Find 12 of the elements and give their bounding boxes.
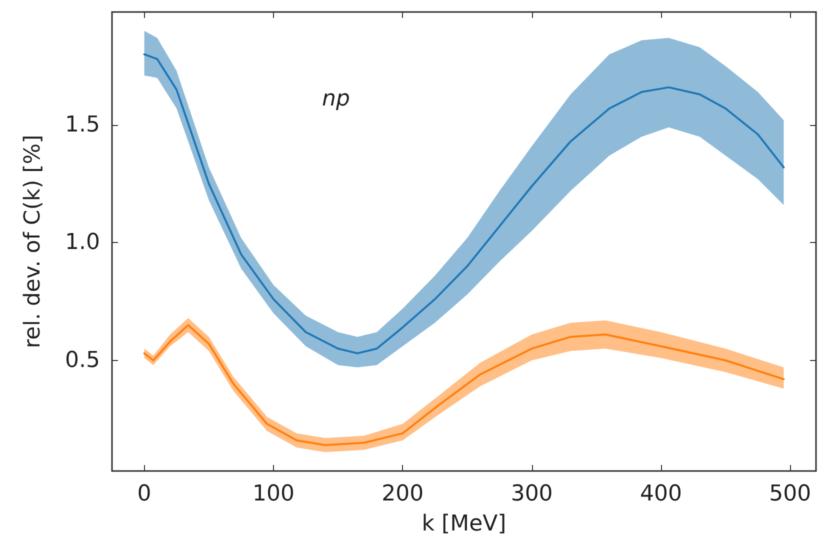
x-tick-label: 100 [252, 482, 294, 506]
x-tick-label: 400 [640, 482, 682, 506]
y-tick-label: 0.5 [65, 348, 100, 373]
y-tick-label: 1.5 [65, 112, 100, 138]
annotation: np [322, 86, 350, 112]
x-tick-label: 0 [137, 482, 152, 506]
x-axis-title: k [MeV] [422, 512, 506, 536]
y-axis-title: rel. dev. of C(k) [%] [20, 134, 46, 348]
x-tick-label: 200 [382, 482, 424, 506]
y-tick-label: 1.0 [65, 230, 100, 256]
x-tick-label: 500 [769, 482, 812, 506]
x-tick-label: 300 [510, 482, 553, 506]
